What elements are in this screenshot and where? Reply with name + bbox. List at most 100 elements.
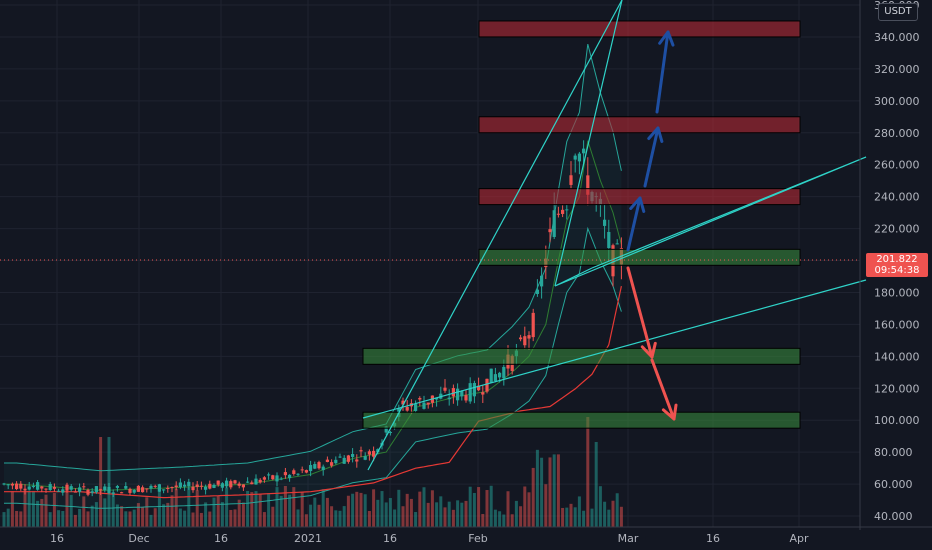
candle-body: [82, 486, 86, 488]
candle-body: [170, 486, 174, 488]
volume-bar: [57, 510, 61, 527]
candle-body: [325, 459, 329, 462]
volume-bar: [27, 490, 31, 527]
currency-badge[interactable]: USDT: [878, 3, 918, 21]
candle-body: [296, 473, 300, 475]
candle-body: [250, 482, 254, 485]
candle-body: [132, 490, 136, 493]
projection-arrowhead: [661, 403, 678, 421]
volume-bar: [136, 503, 140, 527]
volume-bar: [460, 502, 464, 527]
volume-bar: [174, 488, 178, 527]
candle-body: [31, 485, 35, 488]
time-tick-label: Feb: [468, 532, 487, 545]
volume-bar: [489, 485, 493, 527]
time-tick-label: Dec: [128, 532, 149, 545]
volume-bar: [103, 498, 107, 527]
time-axis[interactable]: 16 Dec 16 2021 16 Feb Mar 16 Apr: [50, 532, 809, 545]
volume-bar: [262, 512, 266, 527]
volume-bar: [510, 514, 514, 527]
candle-body: [275, 475, 279, 482]
candle-body: [208, 483, 212, 489]
volume-bar: [69, 494, 73, 527]
candle-body: [220, 483, 224, 488]
candle-body: [468, 383, 472, 402]
candle-body: [292, 470, 296, 474]
volume-bars: [2, 417, 623, 527]
candle-body: [107, 487, 111, 494]
price-tick-label: 260.000: [874, 159, 920, 172]
projection-arrow: [655, 30, 670, 114]
volume-bar: [183, 510, 187, 527]
volume-bar: [443, 507, 447, 527]
candle-body: [334, 459, 338, 464]
volume-bar: [502, 514, 506, 527]
volume-bar: [149, 514, 153, 527]
candle-body: [485, 378, 489, 392]
candle-body: [237, 483, 241, 486]
candle-body: [317, 462, 321, 469]
volume-bar: [275, 487, 279, 527]
volume-bar: [556, 454, 560, 527]
candle-body: [519, 337, 523, 340]
volume-bar: [519, 506, 523, 527]
candle-body: [262, 477, 266, 480]
candle-body: [422, 402, 426, 409]
candle-body: [157, 484, 161, 492]
price-tick-label: 100.000: [874, 414, 920, 427]
candle-body: [372, 450, 376, 457]
volume-bar: [65, 490, 69, 527]
candle-body: [573, 155, 577, 160]
volume-bar: [531, 467, 535, 527]
candle-body: [460, 391, 464, 397]
candle-body: [330, 462, 334, 466]
candle-body: [27, 486, 31, 490]
volume-bar: [52, 493, 56, 527]
candle-body: [577, 153, 581, 162]
volume-bar: [569, 503, 573, 527]
volume-bar: [405, 493, 409, 527]
candle-body: [531, 312, 535, 338]
volume-bar: [82, 496, 86, 527]
projection-arrowhead: [658, 30, 675, 47]
projection-arrows[interactable]: [626, 30, 678, 421]
candle-body: [405, 406, 409, 411]
volume-bar: [363, 494, 367, 527]
time-tick-label: Mar: [618, 532, 639, 545]
volume-bar: [464, 500, 468, 527]
volume-bar: [132, 509, 136, 527]
candle-body: [204, 486, 208, 490]
candle-body: [23, 488, 27, 490]
volume-bar: [325, 497, 329, 527]
volume-bar: [615, 493, 619, 527]
volume-bar: [577, 496, 581, 527]
price-axis[interactable]: 360.000340.000320.000300.000280.000260.0…: [874, 0, 920, 523]
time-tick-label: Apr: [789, 532, 809, 545]
support-zone: [362, 347, 801, 365]
price-zones[interactable]: [362, 20, 801, 429]
trend-lines[interactable]: [362, 0, 867, 471]
candle-body: [535, 289, 539, 294]
volume-bar: [481, 513, 485, 527]
candle-body: [527, 335, 531, 339]
volume-bar: [61, 510, 65, 527]
candle-body: [464, 395, 468, 401]
volume-bar: [15, 510, 19, 527]
volume-bar: [23, 489, 27, 527]
candle-body: [540, 275, 544, 287]
volume-bar: [44, 494, 48, 527]
volume-bar: [246, 490, 250, 527]
volume-bar: [216, 495, 220, 527]
volume-bar: [573, 507, 577, 527]
volume-bar: [317, 504, 321, 527]
candle-body: [258, 479, 262, 483]
volume-bar: [86, 511, 90, 527]
volume-bar: [523, 486, 527, 527]
candle-body: [57, 490, 61, 492]
projection-arrowhead: [640, 341, 657, 359]
candle-body: [15, 483, 19, 490]
volume-bar: [288, 494, 292, 527]
candle-body: [472, 382, 476, 397]
